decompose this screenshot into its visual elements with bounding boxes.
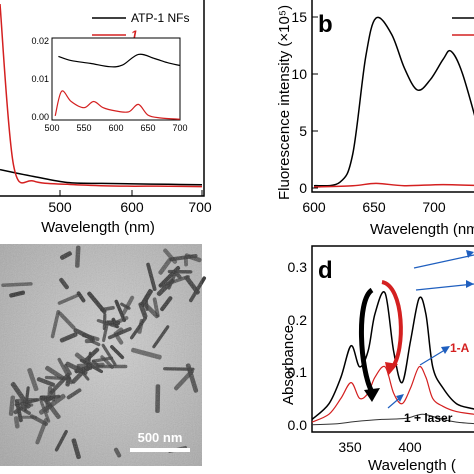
- arrow-black-head: [364, 388, 380, 402]
- inset-xtick: 650: [140, 123, 155, 133]
- panel-b-yticks: 15 10 5 0: [291, 9, 318, 196]
- panel-a: 500 600 700 Wavelength (nm) ATP-1 NFs 1 …: [0, 0, 212, 236]
- series-line-black: [313, 16, 474, 187]
- panel-d-letter: d: [318, 257, 333, 284]
- inset-frame: [51, 37, 181, 121]
- panel-b-ylabel: Fluorescence intensity (×10⁵): [276, 5, 293, 200]
- pointer-top-1-head: [466, 250, 474, 258]
- panel-b-plot: [313, 16, 474, 188]
- inset-ytick: 0.01: [31, 74, 49, 84]
- series-line-1-laser: [311, 413, 474, 426]
- panel-b-xticks: 600 650 700: [302, 199, 446, 215]
- panel-a-plot: [0, 3, 203, 188]
- panel-b-xtick: 600: [302, 199, 326, 215]
- inset-xtick: 500: [44, 123, 59, 133]
- panel-a-inset: 0.02 0.01 0.00 500 550 600 650 700: [31, 36, 187, 133]
- legend-label-1: 1: [131, 28, 138, 42]
- inset-ytick: 0.02: [31, 36, 49, 46]
- scale-bar-label: 500 nm: [138, 430, 183, 445]
- series-line-1: [54, 90, 181, 120]
- legend-label-atp: ATP-1 NFs: [131, 11, 189, 25]
- panel-a-xlabel: Wavelength (nm): [41, 219, 155, 236]
- series-line-red: [313, 182, 474, 188]
- annotation-1-laser: 1 + laser: [404, 411, 453, 425]
- pointer-top-2: [415, 283, 474, 291]
- inset-ytick: 0.00: [31, 112, 49, 122]
- pointer-laser-head: [396, 394, 404, 402]
- arrow-red-curve: [381, 280, 403, 370]
- panel-d-ylabel: Absorbance: [280, 325, 297, 405]
- panel-b-ytick: 5: [299, 123, 307, 139]
- pointer-top-2-head: [466, 280, 474, 288]
- annotation-1-a: 1-A: [450, 341, 470, 355]
- panel-d-xtick: 400: [398, 439, 422, 455]
- panel-b-letter: b: [318, 11, 333, 38]
- panel-b: b 15 10 5 0 600 650 700 Wavelength (nm) …: [276, 0, 474, 238]
- panel-a-frame: [0, 0, 205, 197]
- arrow-black-curve: [358, 287, 375, 394]
- panel-d-xlabel: Wavelength (: [368, 457, 456, 474]
- series-line-1: [0, 3, 203, 188]
- panel-d-xticks: 350 400: [338, 439, 422, 455]
- panel-a-xtick: 600: [120, 199, 144, 215]
- panel-b-xtick: 650: [362, 199, 386, 215]
- panel-c: 500 nm: [0, 244, 207, 466]
- series-line-1-a: [311, 365, 474, 423]
- inset-plot: [54, 53, 181, 120]
- panel-d-ytick: 0.1: [288, 364, 308, 380]
- panel-b-frame: [311, 0, 474, 193]
- inset-xtick: 550: [76, 123, 91, 133]
- arrow-red-head: [385, 362, 398, 376]
- panel-d-ytick: 0.3: [288, 259, 308, 275]
- series-line-atp-1-nfs: [0, 168, 203, 186]
- panel-d-ytick: 0.2: [288, 312, 308, 328]
- series-line-atp-1-nfs: [58, 53, 181, 68]
- panel-b-ytick: 0: [299, 180, 307, 196]
- panel-b-xlabel: Wavelength (nm): [370, 221, 474, 238]
- series-line-black: [311, 291, 474, 421]
- panel-d-ytick: 0.0: [288, 417, 308, 433]
- panel-a-xtick: 700: [188, 199, 212, 215]
- inset-xtick: 600: [108, 123, 123, 133]
- tem-noise: [0, 244, 202, 466]
- panel-d: d 1-A 1 + laser 0.3 0.2 0.1 0.0 350 400 …: [280, 245, 474, 474]
- panel-d-plot: [311, 291, 474, 426]
- panel-d-yticks: 0.3 0.2 0.1 0.0: [288, 259, 308, 433]
- panel-a-legend: ATP-1 NFs 1: [92, 11, 189, 42]
- panel-b-ytick: 15: [291, 9, 307, 25]
- panel-a-xtick: 500: [48, 199, 72, 215]
- pointer-1a-head: [441, 346, 450, 354]
- panel-a-xticks: 500 600 700: [48, 190, 212, 215]
- inset-xtick: 700: [172, 123, 187, 133]
- panel-d-xtick: 350: [338, 439, 362, 455]
- panel-b-xtick: 700: [422, 199, 446, 215]
- pointer-top-1: [413, 254, 474, 269]
- panel-b-ytick: 10: [291, 66, 307, 82]
- panel-d-frame: [311, 245, 474, 433]
